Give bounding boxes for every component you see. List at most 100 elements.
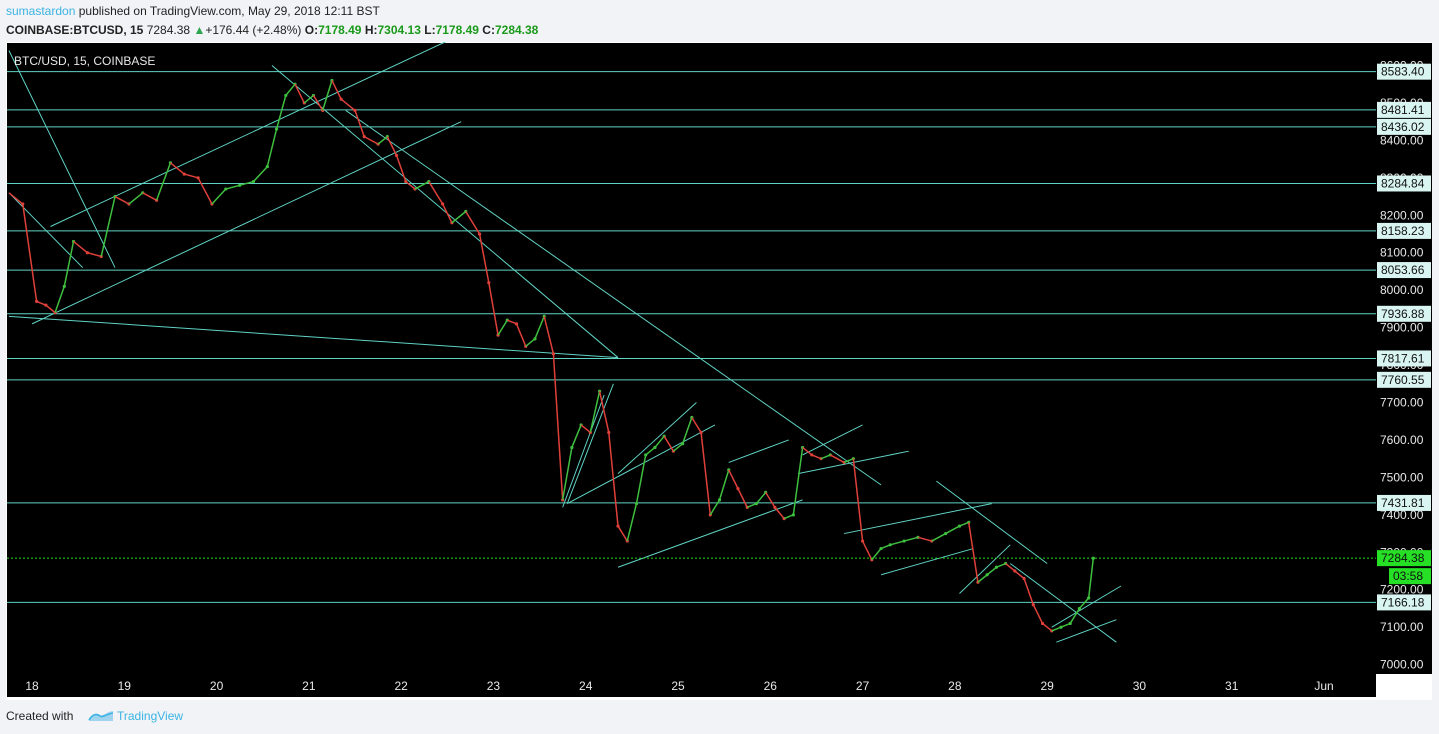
x-tick-label: 26 <box>764 679 778 693</box>
y-tick-label: 8000.00 <box>1380 283 1424 297</box>
level-price-tag[interactable] <box>1377 222 1431 239</box>
price-segment <box>1060 622 1071 628</box>
level-price-tag[interactable] <box>1377 101 1431 118</box>
countdown-tag <box>1389 568 1431 585</box>
price-segment <box>363 135 379 145</box>
price-segment <box>534 316 545 340</box>
tradingview-link[interactable]: TradingView <box>117 709 184 723</box>
price-segment <box>1078 597 1090 609</box>
level-price-label: 7817.61 <box>1381 351 1425 365</box>
price-chart[interactable]: 7000.007100.007200.007300.007400.007500.… <box>0 27 1439 700</box>
price-segment <box>63 241 75 287</box>
level-price-label: 7284.38 <box>1381 551 1425 565</box>
level-price-tag[interactable] <box>1377 371 1431 388</box>
x-tick-label: 19 <box>118 679 132 693</box>
price-segment <box>377 136 388 145</box>
chart-title: BTC/USD, 15, COINBASE <box>14 54 155 68</box>
x-tick-label: 18 <box>25 679 39 693</box>
price-segment <box>746 502 757 509</box>
price-segment <box>755 491 767 505</box>
price-segment <box>931 532 946 542</box>
price-segment <box>100 196 116 257</box>
price-segment <box>128 192 144 205</box>
level-price-label: 7166.18 <box>1381 595 1425 609</box>
price-segment <box>700 432 712 515</box>
x-tick-label: 25 <box>671 679 685 693</box>
x-tick-label: 21 <box>302 679 316 693</box>
price-segment <box>945 525 960 535</box>
trend-line <box>50 27 476 227</box>
level-price-label: 8436.02 <box>1381 120 1425 134</box>
symbol-label: COINBASE:BTCUSD, 15 <box>6 23 144 37</box>
level-price-tag[interactable] <box>1377 594 1431 611</box>
level-price-label: 8583.40 <box>1381 65 1425 79</box>
price-segment <box>852 458 864 542</box>
price-segment <box>626 503 638 542</box>
trend-line <box>567 424 716 505</box>
close-value: 7284.38 <box>494 23 539 37</box>
price-segment <box>506 319 517 325</box>
x-tick-label: 23 <box>487 679 501 693</box>
price-segment <box>340 98 356 111</box>
price-segment <box>802 446 813 456</box>
time-axis[interactable] <box>7 674 1376 697</box>
price-segment <box>1042 622 1053 632</box>
price-segment <box>917 536 932 542</box>
level-price-tag[interactable] <box>1377 350 1431 367</box>
price-segment <box>977 574 988 583</box>
level-price-tag[interactable] <box>1377 305 1431 322</box>
level-price-tag[interactable] <box>1377 494 1431 511</box>
price-segment <box>561 447 573 500</box>
trend-line <box>566 383 614 504</box>
price-segment <box>266 128 278 167</box>
trend-line <box>8 315 619 359</box>
price-segment <box>718 469 730 501</box>
price-segment <box>428 181 444 205</box>
y-tick-label: 7400.00 <box>1380 508 1424 522</box>
close-label: C: <box>482 23 495 37</box>
price-segment <box>488 282 499 336</box>
price-segment <box>765 491 776 508</box>
price-segment <box>552 353 564 500</box>
trend-line <box>1051 585 1122 628</box>
level-price-label: 8158.23 <box>1381 224 1425 238</box>
price-segment <box>811 454 822 460</box>
price-segment <box>691 417 702 433</box>
current-price-tag[interactable] <box>1377 550 1431 567</box>
trend-line <box>728 439 789 463</box>
level-price-label: 8481.41 <box>1381 103 1425 117</box>
y-tick-label: 7200.00 <box>1380 583 1424 597</box>
quote-line: COINBASE:BTCUSD, 15 7284.38 ▲+176.44 (+2… <box>6 23 538 37</box>
level-price-tag[interactable] <box>1377 63 1431 80</box>
price-segment <box>681 417 693 444</box>
price-point <box>1091 556 1095 560</box>
author-link[interactable]: sumastardon <box>6 4 76 18</box>
price-segment <box>114 195 130 205</box>
price-segment <box>1069 608 1081 624</box>
price-segment <box>73 240 88 254</box>
level-price-tag[interactable] <box>1377 118 1431 135</box>
price-segment <box>820 454 831 460</box>
price-segment <box>663 435 675 452</box>
price-segment <box>354 110 365 137</box>
chart-area[interactable]: 7000.007100.007200.007300.007400.007500.… <box>0 27 1439 700</box>
price-segment <box>792 447 804 515</box>
x-tick-label: 29 <box>1040 679 1054 693</box>
y-tick-label: 8400.00 <box>1380 133 1424 147</box>
price-segment <box>737 488 748 508</box>
x-tick-label: 20 <box>210 679 224 693</box>
x-tick-label: 27 <box>856 679 870 693</box>
trend-line <box>31 121 462 325</box>
price-segment <box>142 192 157 201</box>
level-price-tag[interactable] <box>1377 175 1431 192</box>
price-segment <box>654 435 665 448</box>
price-segment <box>996 562 1006 568</box>
price-segment <box>478 233 490 283</box>
tradingview-logo-icon[interactable] <box>88 708 114 724</box>
level-price-tag[interactable] <box>1377 262 1431 279</box>
price-segment <box>890 540 905 546</box>
level-price-label: 7760.55 <box>1381 373 1425 387</box>
price-segment <box>829 454 845 464</box>
trend-line <box>880 548 974 576</box>
trend-line <box>617 402 697 475</box>
